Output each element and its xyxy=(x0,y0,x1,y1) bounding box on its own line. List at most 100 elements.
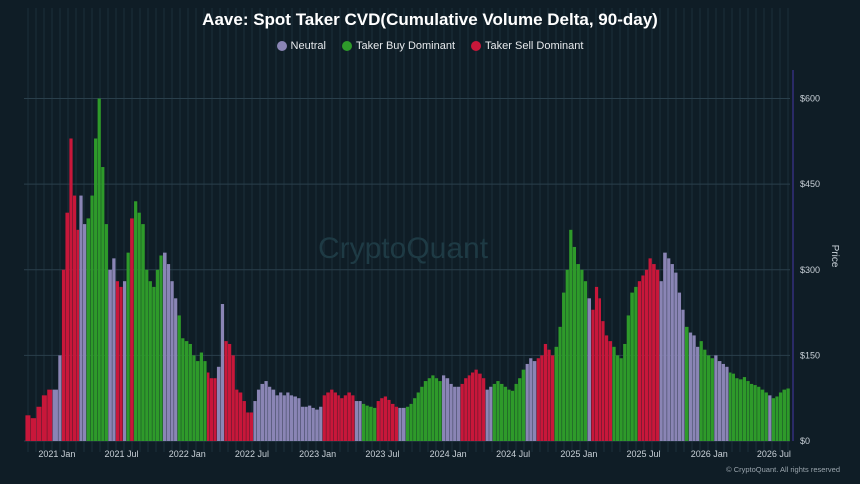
price-bar[interactable] xyxy=(293,396,297,441)
price-bar[interactable] xyxy=(264,381,268,441)
price-bar[interactable] xyxy=(431,375,435,441)
price-bar[interactable] xyxy=(420,386,424,441)
price-bar[interactable] xyxy=(598,298,602,441)
price-bar[interactable] xyxy=(347,392,351,441)
price-bar[interactable] xyxy=(330,389,334,441)
price-bar[interactable] xyxy=(630,292,634,441)
price-bar[interactable] xyxy=(79,195,83,441)
price-bar[interactable] xyxy=(706,355,711,441)
price-bar[interactable] xyxy=(271,389,276,441)
price-bar[interactable] xyxy=(656,269,660,441)
price-bar[interactable] xyxy=(238,392,243,441)
price-bar[interactable] xyxy=(601,321,605,441)
price-bar[interactable] xyxy=(482,378,486,441)
price-bar[interactable] xyxy=(692,335,696,441)
price-bar[interactable] xyxy=(558,326,562,441)
price-bar[interactable] xyxy=(604,335,609,441)
price-bar[interactable] xyxy=(518,378,522,441)
price-bar[interactable] xyxy=(256,389,261,441)
price-bar[interactable] xyxy=(148,281,152,441)
price-bar[interactable] xyxy=(213,378,217,441)
price-bar[interactable] xyxy=(249,412,254,441)
price-bar[interactable] xyxy=(260,383,265,441)
price-bar[interactable] xyxy=(696,346,700,441)
price-bar[interactable] xyxy=(677,292,682,441)
price-bar[interactable] xyxy=(383,396,387,441)
price-bar[interactable] xyxy=(710,358,714,441)
price-bar[interactable] xyxy=(449,383,453,441)
price-bar[interactable] xyxy=(322,395,326,441)
price-bar[interactable] xyxy=(637,281,642,441)
price-bar[interactable] xyxy=(626,315,630,441)
price-bar[interactable] xyxy=(181,338,185,441)
price-bar[interactable] xyxy=(456,386,461,441)
price-bar[interactable] xyxy=(587,298,592,441)
price-bar[interactable] xyxy=(394,406,399,441)
price-bar[interactable] xyxy=(778,392,783,441)
price-bar[interactable] xyxy=(242,401,246,441)
price-bar[interactable] xyxy=(203,361,207,441)
price-bar[interactable] xyxy=(122,281,127,441)
price-bar[interactable] xyxy=(369,406,373,441)
price-bar[interactable] xyxy=(228,343,232,441)
price-bar[interactable] xyxy=(445,378,450,441)
price-bar[interactable] xyxy=(315,409,319,441)
price-bar[interactable] xyxy=(279,392,283,441)
price-bar[interactable] xyxy=(246,412,250,441)
price-bar[interactable] xyxy=(231,355,235,441)
price-bar[interactable] xyxy=(619,358,623,441)
price-bar[interactable] xyxy=(286,392,290,441)
price-bar[interactable] xyxy=(464,378,468,441)
price-bar[interactable] xyxy=(380,398,384,441)
price-bar[interactable] xyxy=(674,272,678,441)
price-bar[interactable] xyxy=(648,258,652,441)
price-bar[interactable] xyxy=(224,341,228,441)
price-bar[interactable] xyxy=(104,224,108,441)
price-bar[interactable] xyxy=(492,383,496,441)
price-bar[interactable] xyxy=(786,388,790,441)
price-bar[interactable] xyxy=(174,298,178,441)
price-bar[interactable] xyxy=(670,264,674,441)
price-bar[interactable] xyxy=(612,346,616,441)
price-bar[interactable] xyxy=(297,398,301,441)
price-bar[interactable] xyxy=(547,349,551,441)
price-bar[interactable] xyxy=(376,401,380,441)
price-bar[interactable] xyxy=(358,401,362,441)
price-bar[interactable] xyxy=(684,326,689,441)
price-bar[interactable] xyxy=(731,373,735,441)
price-bar[interactable] xyxy=(688,332,693,441)
price-bar[interactable] xyxy=(644,269,649,441)
price-bar[interactable] xyxy=(608,341,613,441)
price-bar[interactable] xyxy=(714,355,718,441)
price-bar[interactable] xyxy=(453,386,457,441)
price-bar[interactable] xyxy=(536,358,540,441)
price-bar[interactable] xyxy=(746,381,750,441)
price-bar[interactable] xyxy=(478,373,482,441)
price-bar[interactable] xyxy=(36,406,42,441)
legend-item-taker-buy[interactable]: Taker Buy Dominant xyxy=(341,40,455,52)
price-bar[interactable] xyxy=(735,378,739,441)
price-bar[interactable] xyxy=(703,349,707,441)
price-bar[interactable] xyxy=(641,275,645,441)
price-bar[interactable] xyxy=(170,281,174,441)
price-bar[interactable] xyxy=(623,343,627,441)
price-bar[interactable] xyxy=(361,403,366,441)
price-bar[interactable] xyxy=(398,407,402,441)
price-bar[interactable] xyxy=(275,395,279,441)
price-bar[interactable] xyxy=(373,407,377,441)
price-bar[interactable] xyxy=(119,286,123,441)
price-bar[interactable] xyxy=(162,252,167,441)
price-bar[interactable] xyxy=(576,264,580,441)
price-bar[interactable] xyxy=(667,258,671,441)
price-bar[interactable] xyxy=(209,378,214,441)
price-bar[interactable] xyxy=(326,392,330,441)
price-bar[interactable] xyxy=(499,383,504,441)
price-bar[interactable] xyxy=(423,381,428,441)
price-bar[interactable] xyxy=(101,167,105,441)
price-bar[interactable] xyxy=(634,286,638,441)
price-bar[interactable] xyxy=(304,406,308,441)
price-bar[interactable] xyxy=(616,355,620,441)
price-bar[interactable] xyxy=(137,212,141,441)
price-bar[interactable] xyxy=(565,269,569,441)
price-bar[interactable] xyxy=(503,386,508,441)
